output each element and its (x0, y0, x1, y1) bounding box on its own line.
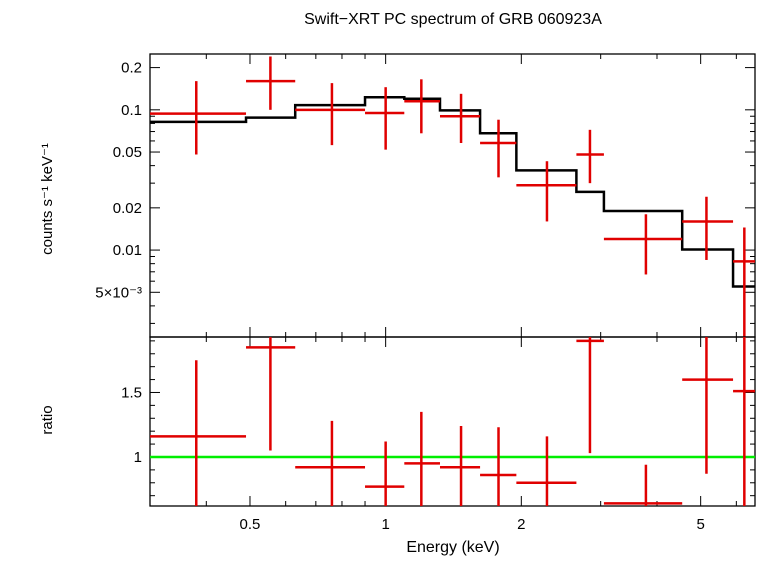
data-point-spectrum (439, 93, 481, 143)
y-tick-label-spectrum: 0.02 (113, 200, 142, 217)
y-axis-label-spectrum: counts s⁻¹ keV⁻¹ (39, 143, 56, 255)
y-tick-label-ratio: 1 (134, 449, 142, 466)
data-point-spectrum (246, 56, 296, 110)
data-point-ratio (733, 337, 755, 506)
chart-title: Swift−XRT PC spectrum of GRB 060923A (304, 11, 602, 28)
data-point-spectrum (150, 81, 247, 155)
x-tick-label: 0.5 (240, 516, 261, 533)
data-point-spectrum (365, 87, 405, 150)
data-point-ratio (295, 420, 366, 506)
model-step-line (150, 95, 755, 288)
x-axis-label: Energy (keV) (406, 539, 499, 556)
data-point-ratio (150, 360, 247, 506)
x-tick-label: 2 (517, 516, 525, 533)
data-point-spectrum (603, 214, 683, 275)
x-tick-label: 5 (696, 516, 704, 533)
data-point-spectrum (733, 227, 755, 337)
data-point-spectrum (295, 83, 366, 146)
y-tick-label-spectrum: 5×10⁻³ (95, 284, 142, 301)
data-point-ratio (480, 427, 517, 506)
data-point-ratio (576, 337, 604, 454)
data-point-ratio (439, 426, 481, 506)
plot-frame-spectrum (149, 53, 756, 338)
data-point-spectrum (516, 161, 577, 222)
data-point-ratio (682, 337, 734, 474)
y-tick-label-spectrum: 0.1 (121, 102, 142, 119)
chart-layer: 0.2 0.1 0.05 0.02 0.01 5×10⁻³ 1 1.5 0.5 1 2 5 (95, 53, 756, 533)
y-tick-label-spectrum: 0.2 (121, 60, 142, 77)
data-point-ratio (246, 337, 296, 451)
data-point-ratio (404, 411, 440, 506)
data-point-spectrum (682, 196, 734, 260)
data-point-spectrum (576, 129, 604, 184)
data-point-spectrum (480, 119, 517, 178)
x-tick-label: 1 (381, 516, 389, 533)
y-tick-label-spectrum: 0.05 (113, 144, 142, 161)
plot-frame-ratio (149, 336, 756, 507)
data-point-ratio (516, 436, 577, 506)
data-point-ratio (365, 441, 405, 506)
y-tick-label-ratio: 1.5 (121, 384, 142, 401)
data-point-spectrum (404, 79, 440, 134)
data-point-ratio (603, 464, 683, 506)
y-axis-label-ratio: ratio (39, 405, 56, 434)
y-tick-label-spectrum: 0.01 (113, 242, 142, 259)
